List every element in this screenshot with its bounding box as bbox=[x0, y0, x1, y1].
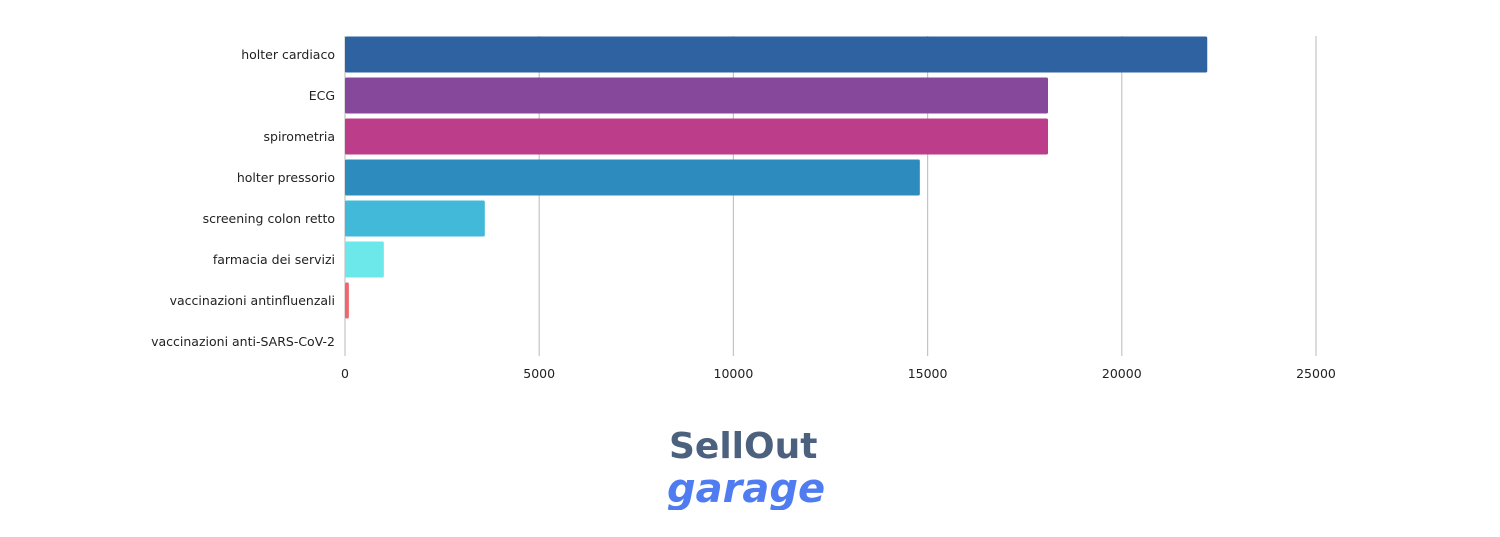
category-label: vaccinazioni antinfluenzali bbox=[170, 293, 335, 308]
bar-1 bbox=[345, 77, 1049, 114]
bar-3 bbox=[345, 159, 920, 196]
category-label: vaccinazioni anti-SARS-CoV-2 bbox=[151, 334, 335, 349]
x-tick-label: 10000 bbox=[714, 366, 754, 381]
sellout-garage-logo: SellOut garage bbox=[667, 426, 825, 510]
bar-0 bbox=[345, 36, 1208, 73]
bar-2 bbox=[345, 118, 1049, 155]
category-label: spirometria bbox=[264, 129, 335, 144]
bar-6 bbox=[345, 282, 349, 319]
category-label: screening colon retto bbox=[203, 211, 335, 226]
x-tick-label: 15000 bbox=[908, 366, 948, 381]
bars bbox=[345, 36, 1208, 319]
category-label: ECG bbox=[309, 88, 335, 103]
x-tick-label: 0 bbox=[341, 366, 349, 381]
x-tick-label: 20000 bbox=[1102, 366, 1142, 381]
x-tick-label: 5000 bbox=[523, 366, 555, 381]
bar-5 bbox=[345, 241, 384, 278]
bar-chart: holter cardiaco ECG spirometria holter pres… bbox=[151, 36, 1336, 381]
logo-line-1: SellOut bbox=[669, 426, 817, 467]
x-axis-tick-labels: 0 5000 10000 15000 20000 25000 bbox=[341, 366, 1336, 381]
category-label: farmacia dei servizi bbox=[213, 252, 335, 267]
x-tick-label: 25000 bbox=[1296, 366, 1336, 381]
category-label: holter pressorio bbox=[237, 170, 335, 185]
bar-4 bbox=[345, 200, 485, 237]
category-labels: holter cardiaco ECG spirometria holter pres… bbox=[151, 47, 335, 349]
logo-line-2: garage bbox=[667, 466, 825, 510]
category-label: holter cardiaco bbox=[241, 47, 335, 62]
